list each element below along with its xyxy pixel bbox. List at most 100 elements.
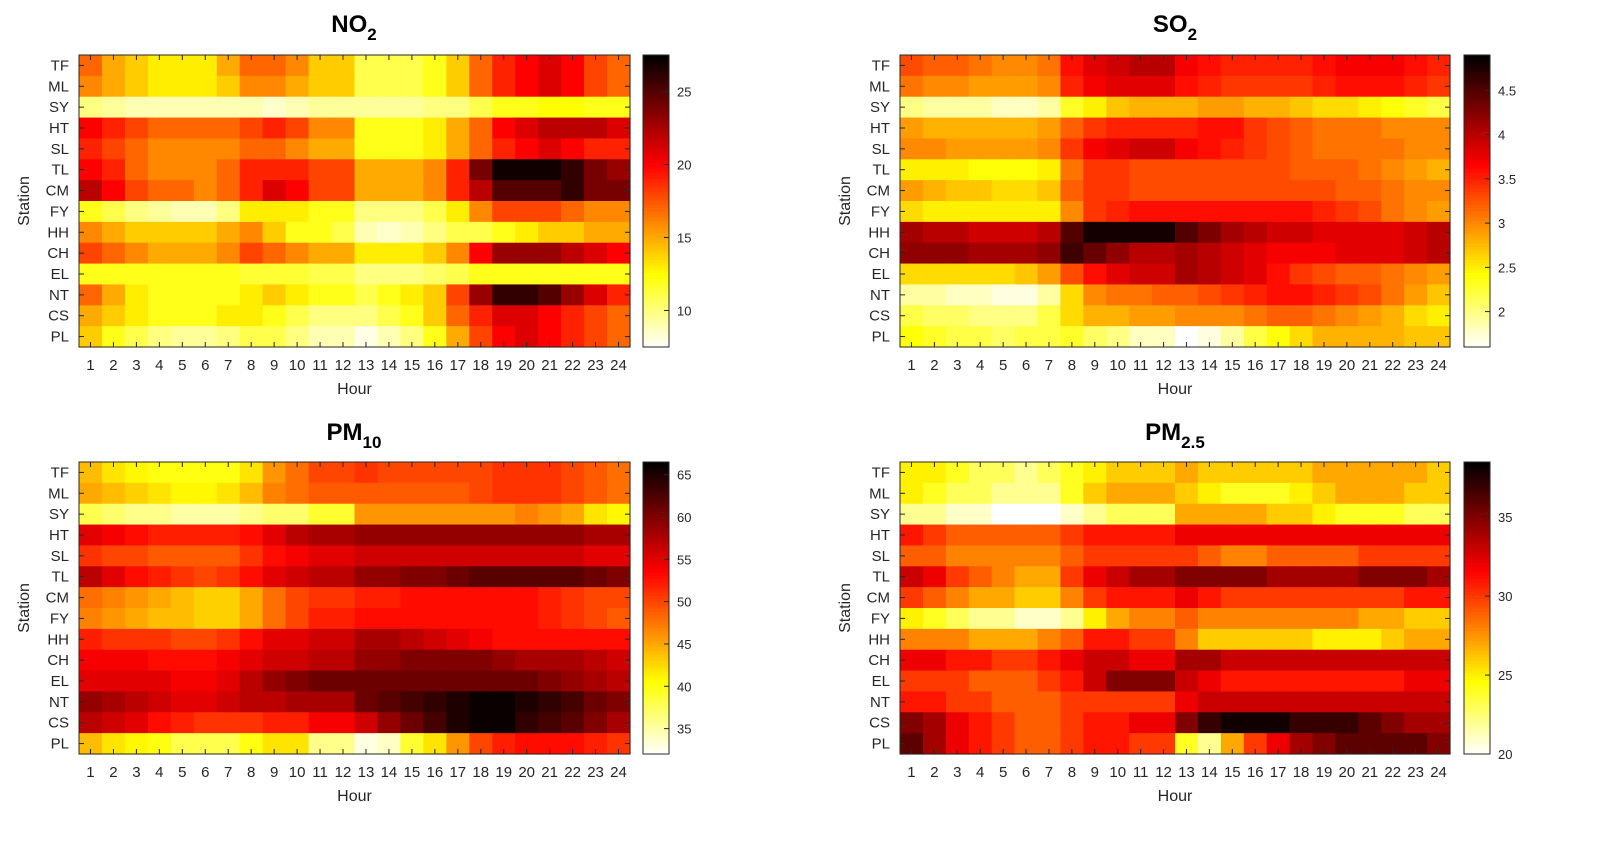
colorbar-segment bbox=[643, 304, 669, 309]
x-tick-label: 11 bbox=[1133, 357, 1149, 374]
colorbar-segment bbox=[1464, 650, 1490, 655]
y-tick-label: CM bbox=[867, 590, 890, 607]
heatmap-cell bbox=[1106, 263, 1130, 286]
heatmap-cell bbox=[400, 305, 424, 327]
heatmap-cell bbox=[607, 242, 631, 265]
heatmap-cell bbox=[922, 608, 947, 630]
heatmap-cell bbox=[1197, 712, 1222, 734]
heatmap-cell bbox=[922, 524, 947, 547]
heatmap-cell bbox=[147, 55, 172, 77]
colorbar-segment bbox=[643, 285, 669, 290]
heatmap-cell bbox=[147, 242, 172, 265]
colorbar-segment bbox=[643, 546, 669, 551]
heatmap-cell bbox=[193, 670, 218, 693]
heatmap-cell bbox=[354, 462, 379, 484]
heatmap-cell bbox=[469, 691, 493, 713]
heatmap-cell bbox=[1014, 587, 1039, 609]
x-tick-label: 19 bbox=[1316, 357, 1333, 374]
heatmap-cell bbox=[147, 524, 172, 547]
heatmap-cell bbox=[1152, 138, 1176, 160]
heatmap-cell bbox=[1381, 201, 1405, 223]
colorbar-segment bbox=[1464, 556, 1490, 560]
heatmap-cell bbox=[1243, 159, 1268, 181]
colorbar-segment bbox=[1464, 708, 1490, 713]
colorbar-segment bbox=[643, 197, 669, 202]
heatmap-cell bbox=[991, 503, 1016, 526]
colorbar-segment bbox=[643, 314, 669, 319]
colorbar-segment bbox=[643, 64, 669, 69]
heatmap-cell bbox=[1083, 733, 1107, 755]
heatmap-cell bbox=[1312, 482, 1337, 505]
heatmap-cell bbox=[1083, 649, 1107, 672]
heatmap-cell bbox=[469, 566, 493, 588]
heatmap-cell bbox=[968, 284, 993, 306]
heatmap-cell bbox=[900, 55, 924, 77]
heatmap-cell bbox=[968, 524, 993, 547]
colorbar-segment bbox=[1464, 601, 1490, 606]
heatmap-cell bbox=[1197, 503, 1222, 526]
colorbar-segment bbox=[1464, 465, 1490, 470]
heatmap-cell bbox=[607, 524, 631, 547]
heatmap-cell bbox=[1175, 117, 1199, 140]
heatmap-cell bbox=[1037, 221, 1062, 244]
heatmap-cell bbox=[354, 180, 379, 202]
heatmap-cell bbox=[1358, 75, 1382, 98]
heatmap-cell bbox=[1037, 628, 1062, 651]
colorbar-segment bbox=[643, 520, 669, 525]
heatmap-cell bbox=[1404, 566, 1428, 588]
colorbar-segment bbox=[1464, 702, 1490, 706]
heatmap-cell bbox=[922, 545, 947, 567]
heatmap-cell bbox=[1358, 305, 1382, 327]
heatmap-cell bbox=[1060, 482, 1084, 505]
heatmap-cell bbox=[1289, 138, 1314, 160]
x-tick-label: 16 bbox=[1247, 764, 1264, 781]
x-tick-label: 6 bbox=[1022, 357, 1030, 374]
colorbar-segment bbox=[1464, 119, 1490, 124]
heatmap-cell bbox=[170, 628, 195, 651]
heatmap-cell bbox=[584, 263, 608, 286]
colorbar-segment bbox=[643, 249, 669, 254]
colorbar-segment bbox=[1464, 340, 1490, 345]
colorbar-segment bbox=[1464, 588, 1490, 593]
colorbar-segment bbox=[1464, 620, 1490, 625]
heatmap-cell bbox=[377, 628, 402, 651]
heatmap-cell bbox=[1381, 221, 1405, 244]
heatmap-cell bbox=[1175, 628, 1199, 651]
heatmap-cell bbox=[1106, 691, 1130, 713]
colorbar-segment bbox=[643, 659, 669, 664]
heatmap-cell bbox=[124, 462, 149, 484]
colorbar-segment bbox=[643, 695, 669, 700]
heatmap-cell bbox=[1358, 712, 1382, 734]
heatmap-cell bbox=[1060, 159, 1084, 181]
y-tick-label: CS bbox=[48, 715, 69, 732]
heatmap-cell bbox=[377, 524, 402, 547]
heatmap-cell bbox=[538, 55, 562, 77]
colorbar-segment bbox=[1464, 611, 1490, 616]
heatmap-cell bbox=[331, 96, 356, 119]
heatmap-cell bbox=[469, 608, 493, 630]
colorbar-tick-label: 25 bbox=[677, 85, 691, 100]
y-tick-label: CH bbox=[868, 652, 890, 669]
heatmap-cell bbox=[607, 201, 631, 223]
heatmap-cell bbox=[308, 75, 333, 98]
heatmap-cell bbox=[1129, 712, 1153, 734]
y-tick-label: SL bbox=[872, 141, 890, 158]
heatmap-cell bbox=[285, 284, 310, 306]
heatmap-cell bbox=[1381, 545, 1405, 567]
heatmap-cell bbox=[607, 712, 631, 734]
heatmap-cell bbox=[423, 712, 447, 734]
heatmap-cell bbox=[492, 608, 516, 630]
heatmap-cell bbox=[538, 545, 562, 567]
x-tick-label: 10 bbox=[289, 764, 306, 781]
heatmap-cell bbox=[968, 96, 993, 119]
heatmap-cell bbox=[607, 462, 631, 484]
heatmap-cell bbox=[584, 524, 608, 547]
heatmap-cell bbox=[492, 284, 516, 306]
heatmap-cell bbox=[991, 117, 1016, 140]
heatmap-cell bbox=[124, 242, 149, 265]
heatmap-cell bbox=[446, 263, 470, 286]
heatmap-cell bbox=[1381, 55, 1405, 77]
heatmap-cell bbox=[1427, 117, 1451, 140]
colorbar-segment bbox=[643, 711, 669, 716]
colorbar-segment bbox=[1464, 155, 1490, 160]
